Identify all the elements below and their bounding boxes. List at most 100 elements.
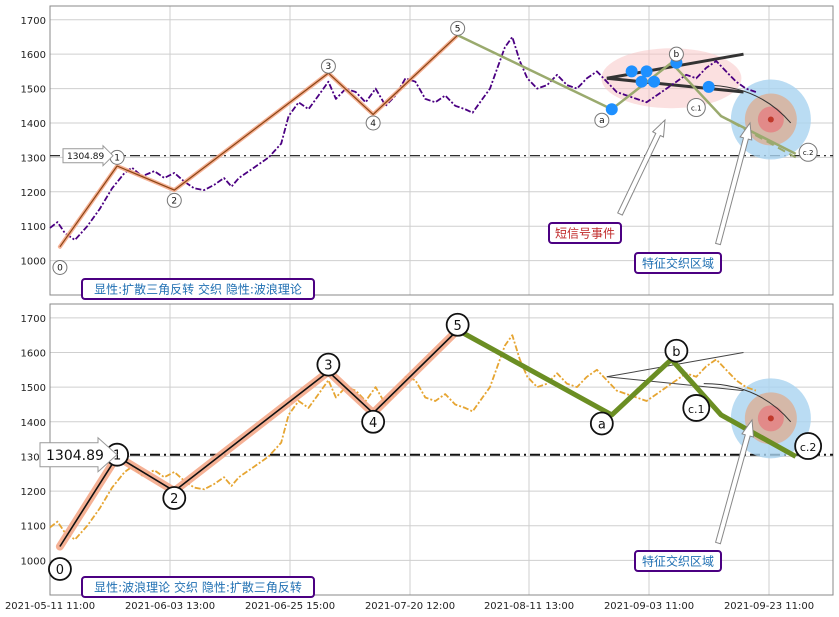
wave-highlight bbox=[55, 326, 462, 551]
annotation-interlace-zone-box bbox=[634, 252, 722, 274]
wave-label-a: a bbox=[589, 411, 614, 436]
wave-label-circle bbox=[798, 142, 818, 162]
wave-label-circle bbox=[589, 411, 614, 436]
wave-label-circle bbox=[450, 20, 466, 36]
wave-label-text: 0 bbox=[56, 563, 64, 578]
wave-label-circle bbox=[52, 259, 68, 275]
wave-label-b: b bbox=[664, 338, 689, 363]
panel-2: 1000 1100 1200 1300 1400 1500 1600 1700 0 1 2 3 4 5 a b… bbox=[5, 303, 834, 612]
reference-arrow bbox=[62, 144, 114, 167]
wave-label-text: b bbox=[672, 345, 680, 360]
annotation-short-signal-text: 短信号事件 bbox=[555, 227, 615, 241]
price-series bbox=[49, 36, 757, 241]
x-tick-label: 2021-06-03 13:00 bbox=[125, 601, 215, 612]
projection-arc bbox=[703, 383, 792, 423]
wave-c-projection bbox=[720, 115, 797, 159]
wave-label-circle bbox=[594, 112, 610, 128]
wave-label-text: 4 bbox=[369, 416, 377, 431]
wave-label-5: 5 bbox=[445, 312, 470, 337]
x-tick-label: 2021-09-03 11:00 bbox=[604, 601, 694, 612]
wave-label-circle bbox=[664, 338, 689, 363]
y-tick-label: 1200 bbox=[21, 487, 46, 498]
annotation-primary-box bbox=[81, 576, 315, 598]
y-tick-label: 1400 bbox=[21, 418, 46, 429]
annotation-primary: 显性:扩散三角反转 交织 隐性:波浪理论 bbox=[81, 278, 315, 300]
y-tick-label: 1600 bbox=[21, 50, 46, 61]
y-tick-label: 1000 bbox=[21, 257, 46, 268]
wave-label-text: 5 bbox=[455, 24, 461, 34]
wave-label-c-1: c.1 bbox=[686, 97, 706, 117]
wave-label-circle bbox=[320, 58, 336, 74]
wave-label-text: 2 bbox=[170, 492, 178, 507]
wave-label-circle bbox=[682, 394, 711, 422]
wave-label-4: 4 bbox=[365, 115, 381, 131]
wave-label-0: 0 bbox=[52, 259, 68, 275]
interlace-zone-center bbox=[767, 415, 774, 422]
wave-label-text: c.1 bbox=[688, 403, 705, 416]
x-tick-label: 2021-06-25 15:00 bbox=[245, 601, 335, 612]
y-tick-label: 1600 bbox=[21, 349, 46, 360]
wave-label-text: 0 bbox=[57, 263, 63, 273]
price-series bbox=[49, 334, 757, 541]
wave-label-b: b bbox=[668, 46, 684, 62]
plot-frame bbox=[49, 5, 834, 296]
signal-dot bbox=[625, 65, 638, 78]
panel-1: 1000 1100 1200 1300 1400 1500 1600 1700 0 1 2 3 4 5 a b… bbox=[21, 5, 834, 300]
wave-label-circle bbox=[668, 46, 684, 62]
wave-label-text: a bbox=[598, 418, 606, 433]
wave-label-3: 3 bbox=[320, 58, 336, 74]
wave-label-circle bbox=[48, 557, 72, 581]
y-tick-label: 1300 bbox=[21, 153, 46, 164]
wave-label-text: c.2 bbox=[803, 149, 814, 157]
wave-label-circle bbox=[365, 115, 381, 131]
annotation-primary-text: 显性:波浪理论 交织 隐性:扩散三角反转 bbox=[94, 580, 302, 595]
wave-label-circle bbox=[445, 312, 470, 337]
signal-dot bbox=[648, 75, 661, 88]
wave-label-text: c.1 bbox=[691, 104, 702, 112]
wave-label-text: 1 bbox=[114, 153, 120, 163]
x-tick-label: 2021-05-11 11:00 bbox=[5, 601, 95, 612]
wave-label-text: b bbox=[674, 50, 680, 60]
annotation-short-signal: 短信号事件 bbox=[548, 222, 622, 244]
reference-value-label: 1304.89 bbox=[46, 448, 104, 464]
wave-label-a: a bbox=[594, 112, 610, 128]
annotation-interlace-zone-text: 特征交织区域 bbox=[642, 256, 714, 271]
wave-label-0: 0 bbox=[48, 557, 72, 581]
wave-label-c-1: c.1 bbox=[682, 394, 711, 422]
wave-highlight bbox=[57, 33, 460, 249]
annotation-short-signal-box bbox=[548, 222, 622, 244]
y-tick-label: 1700 bbox=[21, 314, 46, 325]
annotation-interlace-zone: 特征交织区域 bbox=[634, 252, 722, 274]
wave-label-2: 2 bbox=[166, 192, 182, 208]
annotation-primary-text: 显性:扩散三角反转 交织 隐性:波浪理论 bbox=[94, 282, 302, 297]
y-tick-label: 1400 bbox=[21, 119, 46, 130]
wave-label-c-2: c.2 bbox=[798, 142, 818, 162]
wave-label-text: 5 bbox=[454, 319, 462, 334]
impulse-wave-line bbox=[59, 329, 459, 547]
wave-label-circle bbox=[162, 486, 187, 510]
wave-c-projection bbox=[720, 413, 797, 459]
annotation-interlace-zone-text: 特征交织区域 bbox=[642, 554, 714, 569]
signal-dot bbox=[702, 80, 715, 93]
wave-label-c-2: c.2 bbox=[794, 432, 823, 460]
triangle-lower bbox=[606, 76, 744, 94]
wave-label-text: 1 bbox=[113, 449, 121, 464]
annotation-interlace-zone: 特征交织区域 bbox=[634, 550, 722, 572]
wave-label-2: 2 bbox=[162, 486, 187, 510]
wave-label-text: 4 bbox=[370, 119, 376, 129]
wave-label-3: 3 bbox=[316, 352, 341, 377]
wave-label-text: c.2 bbox=[800, 441, 817, 454]
zone-pointer-arrow bbox=[714, 418, 755, 545]
y-tick-label: 1500 bbox=[21, 383, 46, 394]
y-tick-label: 1200 bbox=[21, 188, 46, 199]
projection-arc bbox=[703, 84, 792, 124]
wave-label-circle bbox=[316, 352, 341, 377]
y-tick-label: 1100 bbox=[21, 222, 46, 233]
interlace-zone-center bbox=[767, 116, 774, 123]
wave-label-text: a bbox=[599, 116, 605, 126]
annotation-interlace-zone-box bbox=[634, 550, 722, 572]
x-tick-label: 2021-09-23 11:00 bbox=[724, 601, 814, 612]
y-tick-label: 1700 bbox=[21, 16, 46, 27]
